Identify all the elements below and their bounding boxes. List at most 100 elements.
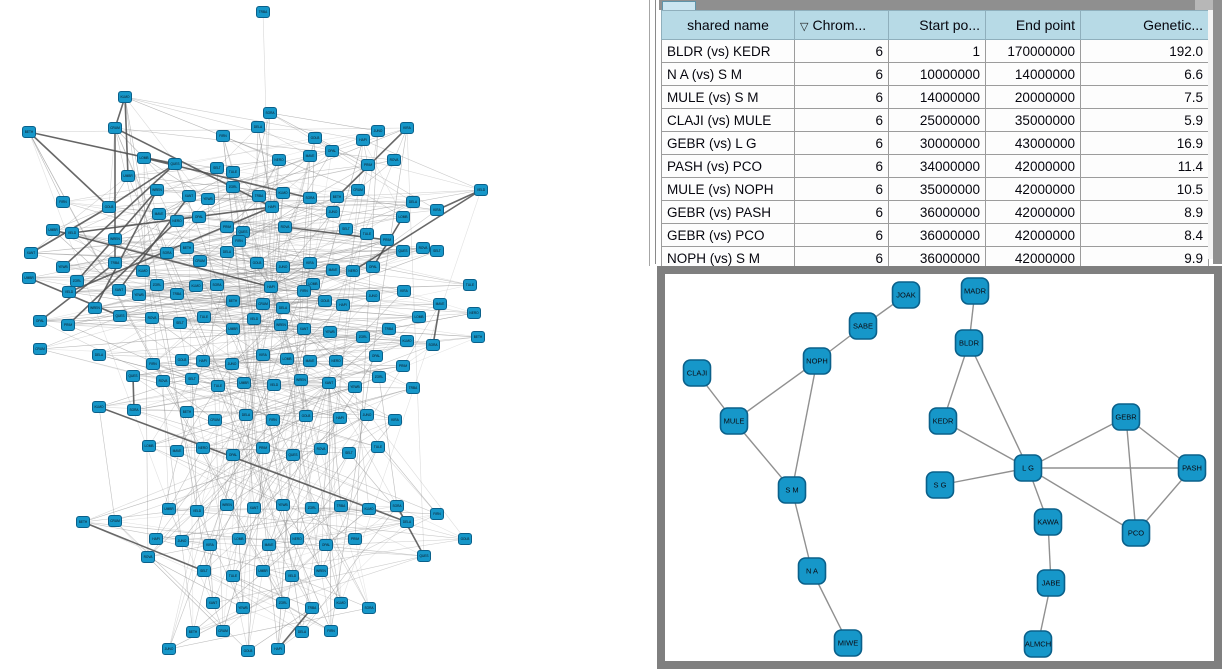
graph-node[interactable] xyxy=(182,190,196,202)
graph-node[interactable] xyxy=(406,382,420,394)
graph-node[interactable] xyxy=(467,307,481,319)
graph-node[interactable] xyxy=(193,255,207,267)
table-cell[interactable]: 5.9 xyxy=(1080,108,1209,132)
graph-node[interactable] xyxy=(265,201,279,213)
graph-node[interactable] xyxy=(108,257,122,269)
graph-node[interactable] xyxy=(203,539,217,551)
graph-node[interactable] xyxy=(250,257,264,269)
table-cell[interactable]: 25000000 xyxy=(888,108,986,132)
graph-node[interactable] xyxy=(263,107,277,119)
graph-node[interactable] xyxy=(46,224,60,236)
graph-node[interactable] xyxy=(56,261,70,273)
table-cell[interactable]: 36000000 xyxy=(888,200,986,224)
graph-node[interactable] xyxy=(274,319,288,331)
graph-node[interactable] xyxy=(928,407,958,435)
graph-node[interactable] xyxy=(299,410,313,422)
table-cell[interactable]: MULE (vs) NOPH xyxy=(661,177,795,201)
table-cell[interactable]: 6 xyxy=(794,154,889,178)
graph-node[interactable] xyxy=(305,502,319,514)
graph-node[interactable] xyxy=(225,358,239,370)
graph-node[interactable] xyxy=(264,281,278,293)
graph-node[interactable] xyxy=(356,134,370,146)
table-cell[interactable]: 6 xyxy=(794,177,889,201)
graph-node[interactable] xyxy=(232,235,246,247)
graph-node[interactable] xyxy=(308,132,322,144)
graph-node[interactable] xyxy=(208,414,222,426)
graph-node[interactable] xyxy=(330,191,344,203)
graph-node[interactable] xyxy=(303,192,317,204)
table-cell[interactable]: 7.5 xyxy=(1080,85,1209,109)
table-row[interactable]: N A (vs) S M 6 10000000 14000000 6.6 xyxy=(661,62,1209,86)
graph-node[interactable] xyxy=(334,500,348,512)
table-cell[interactable]: 43000000 xyxy=(985,131,1081,155)
table-cell[interactable]: 8.4 xyxy=(1080,223,1209,247)
graph-node[interactable] xyxy=(417,550,431,562)
table-cell[interactable]: 14000000 xyxy=(888,85,986,109)
graph-node[interactable] xyxy=(336,299,350,311)
table-cell[interactable]: 20000000 xyxy=(985,85,1081,109)
graph-node[interactable] xyxy=(390,500,404,512)
graph-node[interactable] xyxy=(297,323,311,335)
graph-node[interactable] xyxy=(719,407,749,435)
graph-node[interactable] xyxy=(118,91,132,103)
graph-node[interactable] xyxy=(430,508,444,520)
table-cell[interactable]: MULE (vs) S M xyxy=(661,85,795,109)
graph-node[interactable] xyxy=(24,247,38,259)
graph-node[interactable] xyxy=(112,284,126,296)
table-tab[interactable] xyxy=(662,1,696,10)
graph-node[interactable] xyxy=(400,335,414,347)
graph-node[interactable] xyxy=(318,295,332,307)
graph-node[interactable] xyxy=(226,181,240,193)
table-cell[interactable]: 34000000 xyxy=(888,154,986,178)
graph-node[interactable] xyxy=(362,602,376,614)
table-cell[interactable]: 42000000 xyxy=(985,200,1081,224)
table-row[interactable]: BLDR (vs) KEDR 6 1 170000000 192.0 xyxy=(661,39,1209,63)
table-cell[interactable]: N A (vs) S M xyxy=(661,62,795,86)
graph-node[interactable] xyxy=(397,285,411,297)
graph-node[interactable] xyxy=(463,279,477,291)
graph-node[interactable] xyxy=(175,535,189,547)
graph-node[interactable] xyxy=(412,311,426,323)
graph-node[interactable] xyxy=(252,190,266,202)
graph-node[interactable] xyxy=(92,349,106,361)
table-row[interactable]: GEBR (vs) PASH 6 36000000 42000000 8.9 xyxy=(661,200,1209,224)
graph-node[interactable] xyxy=(56,196,70,208)
sort-filter-icon[interactable]: ▽ xyxy=(800,21,809,33)
graph-node[interactable] xyxy=(276,597,290,609)
graph-node[interactable] xyxy=(256,442,270,454)
graph-node[interactable] xyxy=(211,380,225,392)
graph-node[interactable] xyxy=(62,286,76,298)
table-cell[interactable]: PASH (vs) PCO xyxy=(661,154,795,178)
table-cell[interactable]: 10.5 xyxy=(1080,177,1209,201)
table-cell[interactable]: 14000000 xyxy=(985,62,1081,86)
graph-node[interactable] xyxy=(833,629,863,657)
graph-node[interactable] xyxy=(303,355,317,367)
table-cell[interactable]: 6 xyxy=(794,108,889,132)
graph-node[interactable] xyxy=(162,503,176,515)
table-cell[interactable]: 6 xyxy=(794,131,889,155)
graph-node[interactable] xyxy=(88,302,102,314)
graph-node[interactable] xyxy=(369,350,383,362)
table-row[interactable]: MULE (vs) S M 6 14000000 20000000 7.5 xyxy=(661,85,1209,109)
graph-node[interactable] xyxy=(152,208,166,220)
graph-node[interactable] xyxy=(925,471,955,499)
graph-node[interactable] xyxy=(348,381,362,393)
graph-node[interactable] xyxy=(241,645,255,657)
graph-node[interactable] xyxy=(168,158,182,170)
graph-node[interactable] xyxy=(360,228,374,240)
table-cell[interactable]: GEBR (vs) L G xyxy=(661,131,795,155)
column-header-2[interactable]: Start po... xyxy=(888,10,986,40)
graph-node[interactable] xyxy=(33,343,47,355)
graph-node[interactable] xyxy=(271,643,285,655)
graph-node[interactable] xyxy=(285,570,299,582)
graph-node[interactable] xyxy=(1121,519,1151,547)
table-row[interactable]: GEBR (vs) PCO 6 36000000 42000000 8.4 xyxy=(661,223,1209,247)
graph-node[interactable] xyxy=(226,166,240,178)
graph-node[interactable] xyxy=(387,154,401,166)
graph-node[interactable] xyxy=(247,502,261,514)
graph-node[interactable] xyxy=(256,349,270,361)
graph-node[interactable] xyxy=(220,221,234,233)
graph-node[interactable] xyxy=(797,557,827,585)
graph-node[interactable] xyxy=(1177,454,1207,482)
graph-node[interactable] xyxy=(380,234,394,246)
